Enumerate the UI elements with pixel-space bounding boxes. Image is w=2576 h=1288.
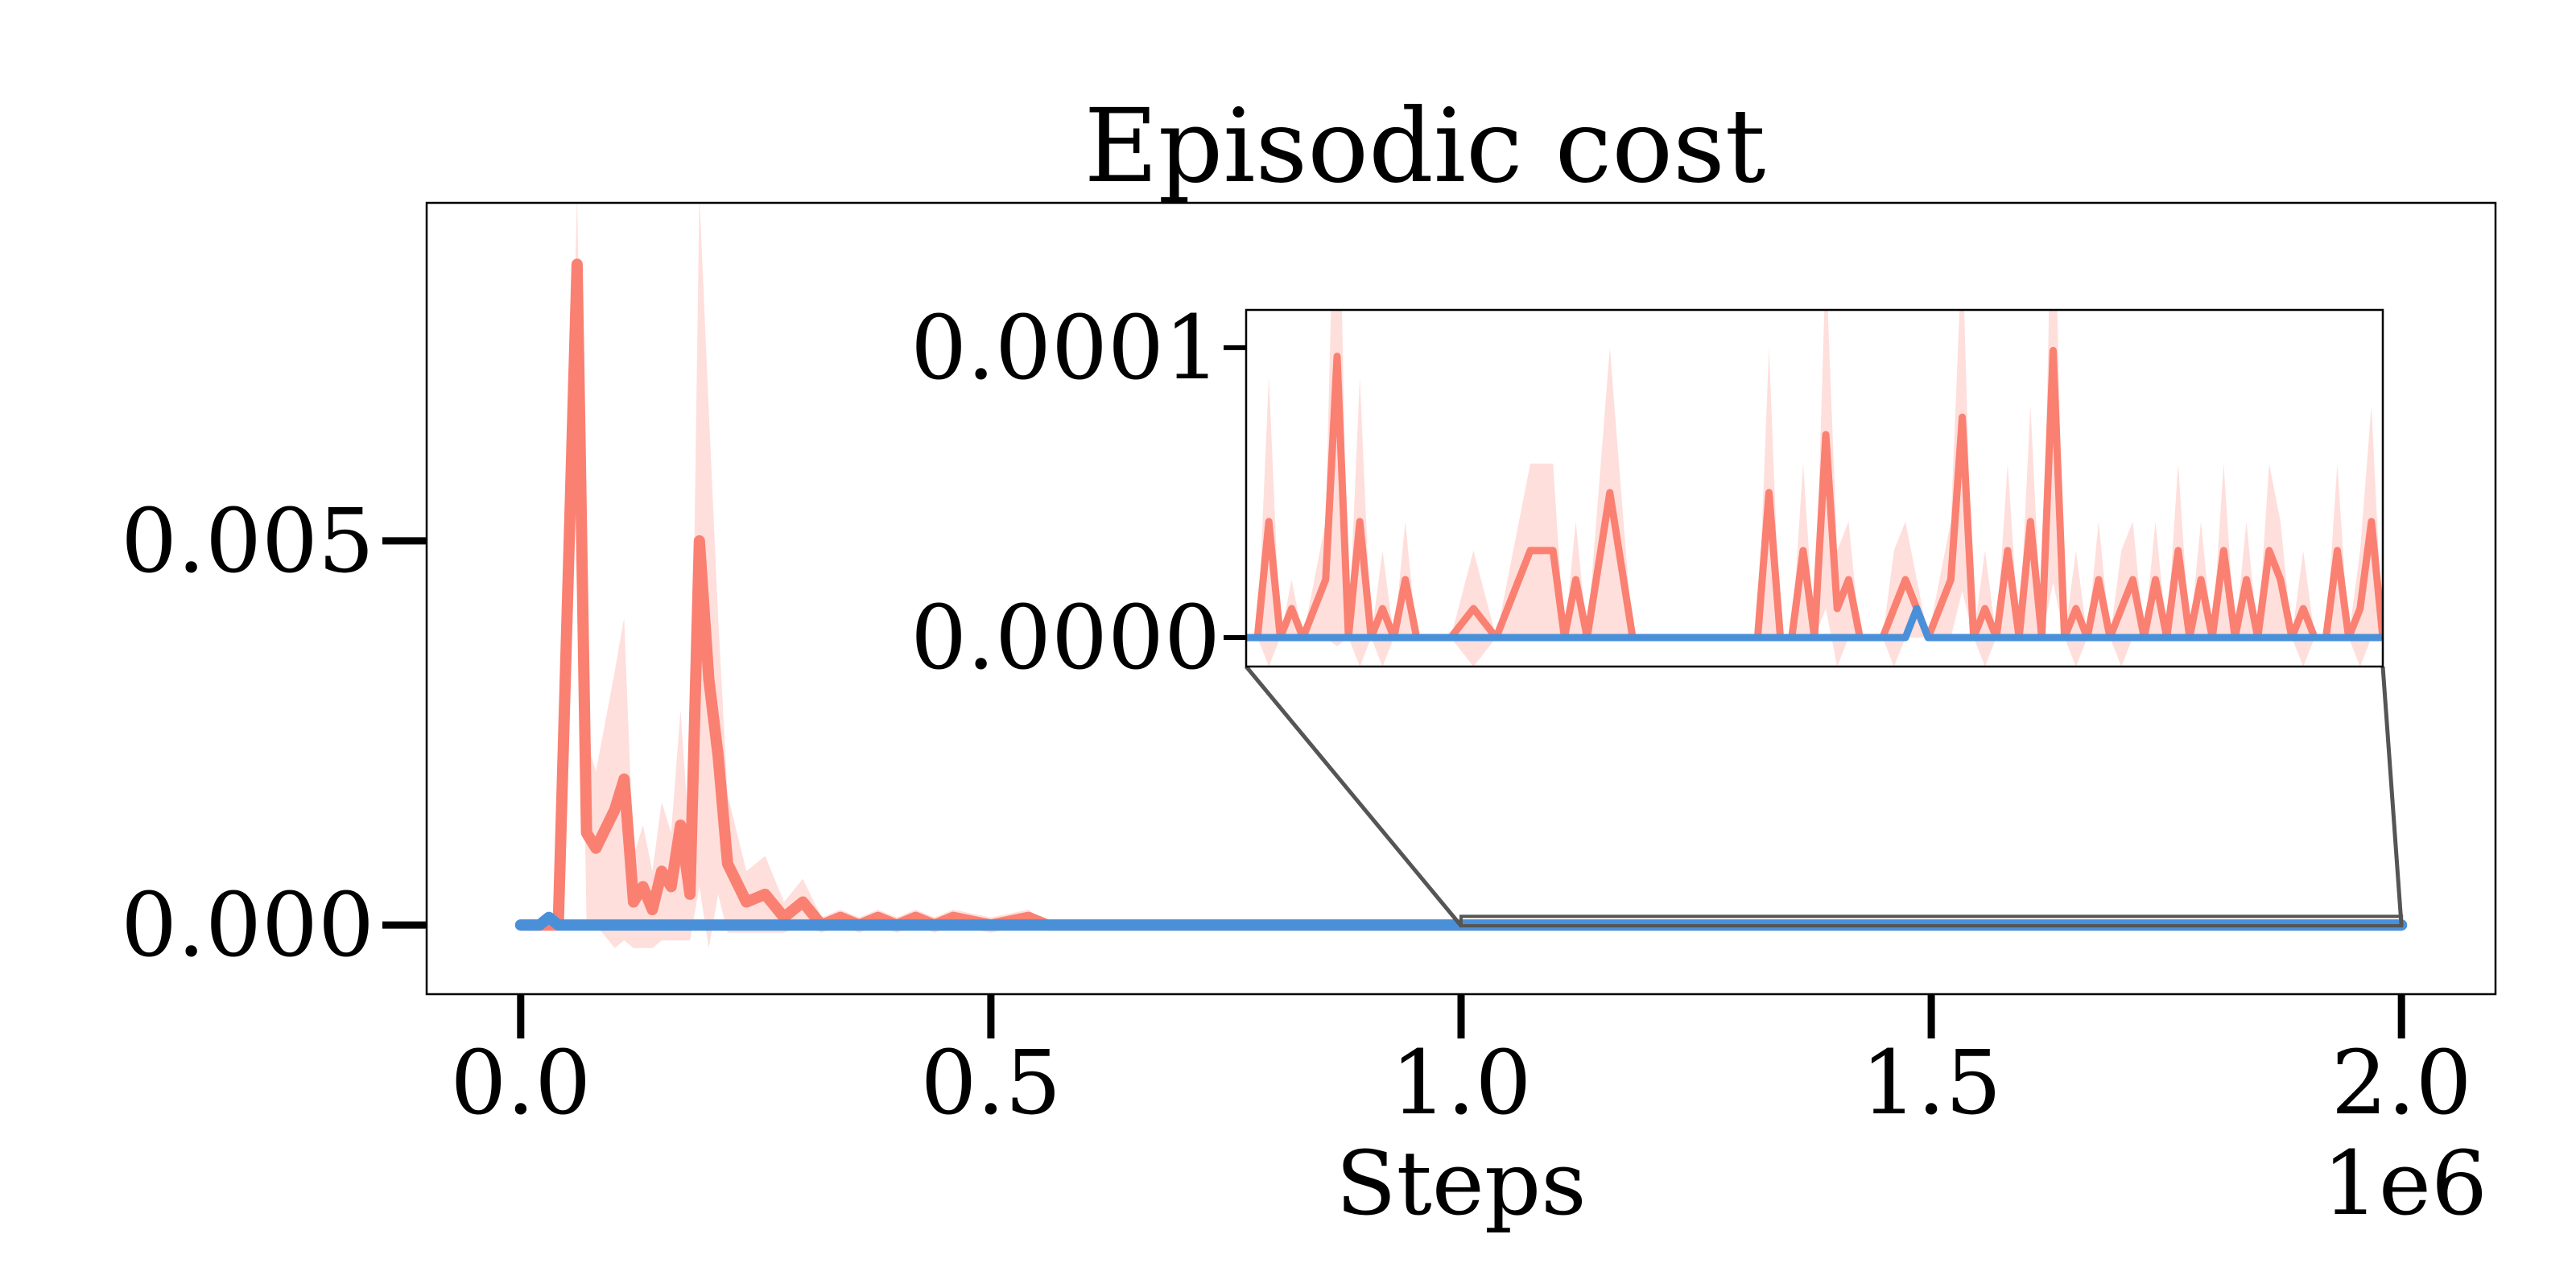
inset-plot-area: 0.0000 0.0001 — [910, 296, 2384, 689]
x-tick-label: 2.0 — [2331, 1031, 2472, 1134]
x-tick-label: 1.0 — [1391, 1031, 1532, 1134]
inset-series-lines — [1246, 346, 2383, 642]
x-axis-ticks: 0.0 0.5 1.0 1.5 2.0 — [450, 994, 2472, 1134]
x-tick-label: 1.5 — [1861, 1031, 2002, 1134]
inset-y-axis-ticks: 0.0000 0.0001 — [910, 296, 1246, 689]
y-tick-label: 0.005 — [121, 489, 374, 592]
inset-series-line-1 — [1246, 605, 2383, 642]
y-axis-ticks: 0.000 0.005 — [121, 489, 427, 976]
zoom-connector-right — [2380, 666, 2404, 927]
inset-y-tick-label: 0.0000 — [910, 586, 1220, 689]
inset-y-tick-label: 0.0001 — [910, 296, 1220, 399]
inset-axes-frame — [1245, 308, 2384, 668]
chart-title: Episodic cost — [1084, 87, 1766, 205]
zoom-connector-left — [1245, 665, 1463, 927]
zoom-indicator — [1245, 665, 2404, 928]
main-band-0 — [520, 203, 2402, 948]
y-tick-label: 0.000 — [121, 873, 374, 976]
x-tick-label: 0.0 — [450, 1031, 591, 1134]
main-confidence-bands — [520, 203, 2402, 948]
x-tick-label: 0.5 — [920, 1031, 1061, 1134]
x-axis-label: Steps — [1335, 1132, 1587, 1235]
x-axis-offset-label: 1e6 — [2322, 1132, 2487, 1235]
